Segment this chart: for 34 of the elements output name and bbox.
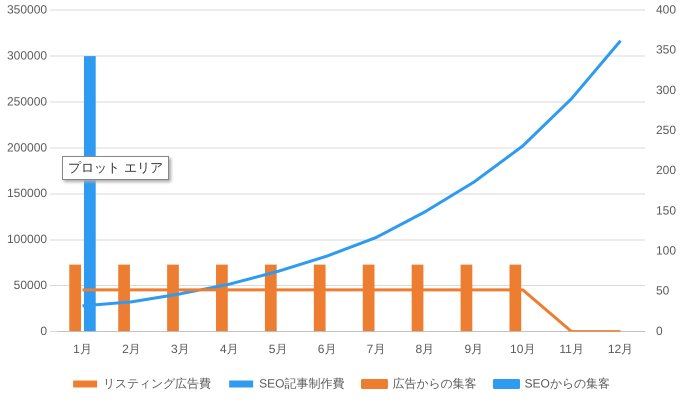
y2-tick-label: 150 (656, 203, 676, 218)
y2-tick-label: 50 (656, 284, 670, 298)
y-tick-label: 250000 (6, 94, 48, 108)
y2-tick-label: 100 (656, 244, 676, 258)
annotation: プロット エリア (62, 156, 170, 180)
y2-tick-label: 250 (656, 123, 676, 138)
x-tick-label: 3月 (170, 342, 190, 356)
x-tick-label: 7月 (366, 342, 386, 356)
y2-tick-label: 200 (656, 163, 676, 178)
y2-tick-label: 400 (656, 2, 676, 17)
legend-label: SEO記事制作費 (259, 376, 344, 390)
x-tick-label: 12月 (608, 342, 634, 356)
x-tick-label: 11月 (559, 342, 584, 356)
y2-tick-label: 0 (656, 324, 663, 338)
x-tick-label: 1月 (73, 342, 92, 356)
x-tick-label: 10月 (510, 342, 536, 356)
legend-label: リスティング広告費 (103, 376, 212, 390)
y-tick-label: 150000 (6, 186, 48, 200)
x-tick-label: 8月 (416, 342, 434, 356)
y2-tick-label: 350 (656, 42, 676, 57)
x-tick-label: 6月 (318, 342, 336, 356)
x-tick-label: 4月 (220, 342, 239, 356)
y-tick-label: 0 (40, 324, 48, 338)
y-tick-label: 50000 (14, 278, 48, 292)
x-tick-label: 2月 (122, 342, 141, 356)
y-tick-label: 100000 (6, 232, 48, 246)
legend-label: 広告からの集客 (392, 376, 476, 390)
y2-tick-label: 300 (656, 82, 676, 97)
y-tick-label: 300000 (6, 48, 48, 62)
x-tick-label: 5月 (268, 342, 288, 356)
y-tick-label: 200000 (6, 140, 48, 154)
y-tick-label: 350000 (6, 2, 48, 17)
legend-label: SEOからの集客 (524, 376, 610, 390)
x-tick-label: 9月 (464, 342, 484, 356)
